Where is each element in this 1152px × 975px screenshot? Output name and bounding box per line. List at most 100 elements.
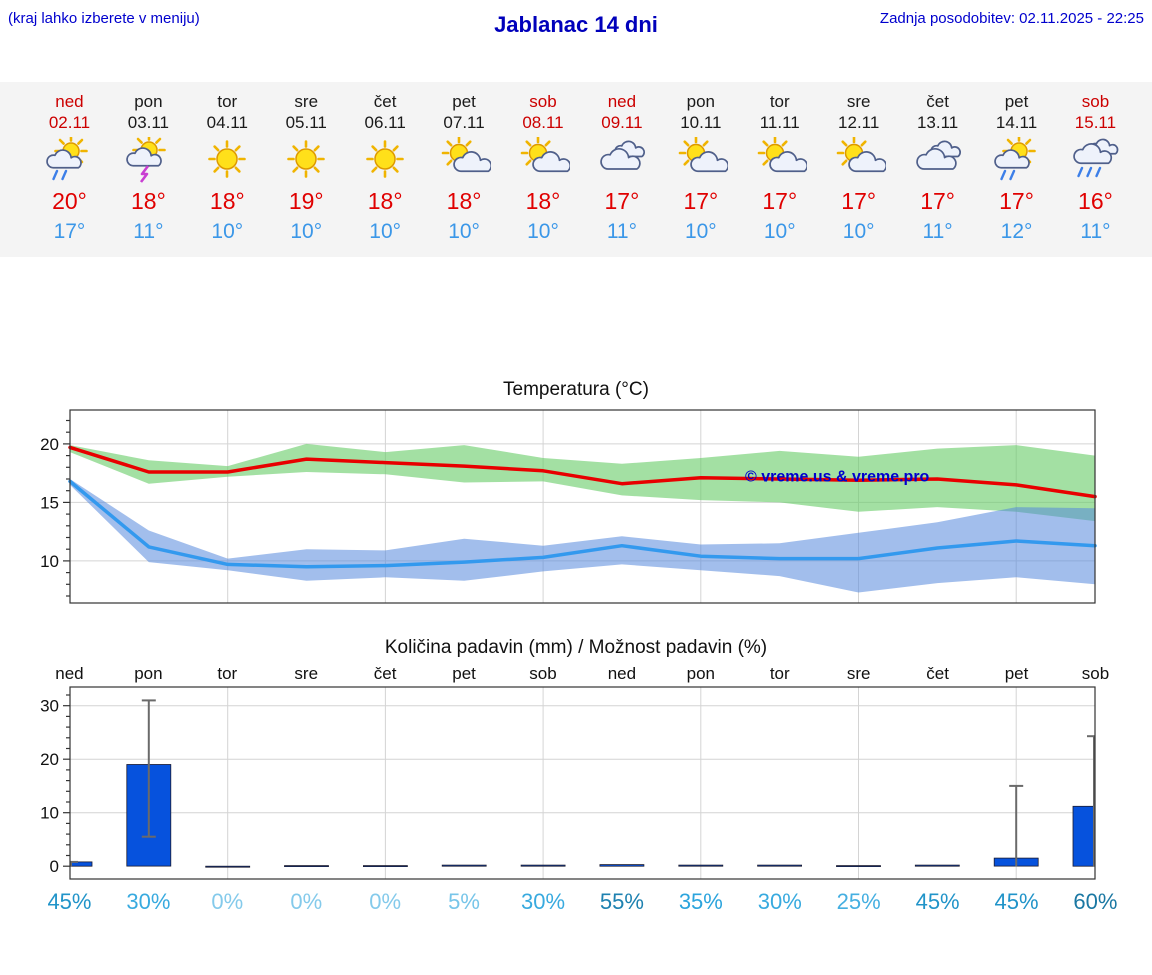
high-temp: 18° [130,188,166,214]
day-name: pon [134,92,163,111]
high-temp: 18° [209,188,245,214]
high-temp: 17° [762,188,798,214]
precip-day-label-5: pet [452,664,476,683]
forecast-day-1: pon 03.11 18° 11° [109,91,188,244]
precip-day-label-3: sre [294,664,319,683]
precip-day-label-13: sob [1081,664,1110,683]
low-temp: 10° [211,220,244,243]
menu-hint: (kraj lahko izberete v meniju) [8,10,200,27]
precip-probability-6: 30% [520,889,566,914]
precip-day-label-11: čet [926,664,949,683]
day-date: 07.11 [443,113,485,132]
low-temp: 11° [922,220,953,243]
watermark-link[interactable]: © vreme.us & vreme.pro [745,469,930,486]
line-max-temperature [68,445,1097,499]
y-tick-label: 30 [40,697,59,716]
precip-bar-5 [441,864,487,867]
low-temp: 11° [133,220,164,243]
precip-day-label-8: pon [686,664,716,683]
day-name: sob [1081,92,1110,111]
precip-probability-0: 45% [47,889,92,914]
precip-day-label-4: čet [373,664,397,683]
day-date: 02.11 [48,113,91,132]
precipitation-chart: 0 10 20 30 [40,686,1096,880]
forecast-day-6: sob 08.11 18° 10° [504,91,583,244]
precip-day-label-6: sob [529,664,557,683]
precip-bar-2 [205,865,251,868]
forecast-day-5: pet 07.11 18° 10° [425,91,504,244]
day-name: pet [452,92,476,111]
precipitation-probability-row: 45% 30% 0% 0% 0% 5% 30% 55% 35% 30% 25% 45% 45% 60% [30,889,1135,915]
low-temp: 12° [1000,220,1033,243]
low-temp: 11° [1080,220,1111,243]
day-date: 12.11 [838,113,880,132]
forecast-day-2: tor 04.11 18° 10° [188,91,267,244]
y-tick-label: 0 [50,857,59,876]
header: (kraj lahko izberete v meniju) Jablanac … [0,0,1152,56]
day-date: 10.11 [680,113,722,132]
day-date: 05.11 [285,113,327,132]
precip-bar-4 [362,865,408,868]
low-temp: 10° [290,220,323,243]
day-date: 15.11 [1074,113,1117,132]
temperature-chart-title: Temperatura (°C) [503,379,649,400]
day-name: tor [769,92,790,111]
precip-probability-2: 0% [211,889,244,914]
day-date: 08.11 [522,113,564,132]
day-date: 14.11 [995,113,1038,132]
weather-icon-sun-storm [126,137,167,183]
low-temp: 10° [763,220,796,243]
weather-icon-cloud [915,140,961,170]
precip-day-label-2: tor [217,664,238,683]
precip-day-label-9: tor [769,664,790,683]
day-name: sob [529,92,557,111]
y-tick-label: 15 [40,493,59,512]
low-temp: 10° [369,220,402,243]
forecast-day-0: ned 02.11 20° 17° [30,91,109,244]
forecast-day-10: sre 12.11 17° 10° [819,91,898,244]
low-temp: 10° [527,220,559,243]
high-temp: 17° [683,188,719,214]
low-temp: 10° [842,220,875,243]
day-name: sre [846,92,871,111]
precip-day-label-0: ned [55,664,84,683]
band-max-range [70,443,1095,522]
day-date: 11.11 [759,113,800,132]
high-temp: 18° [446,188,482,214]
high-temp: 17° [604,188,640,214]
precip-bar-13 [1072,805,1096,867]
weather-icon-sun-rain [46,137,89,181]
day-date: 04.11 [206,113,248,132]
precip-probability-5: 5% [448,889,480,914]
weather-icon-cloud [600,140,645,170]
high-temp: 19° [288,188,324,214]
weather-icon-sun-cloud [520,137,570,173]
forecast-day-11: čet 13.11 17° 11° [898,91,977,244]
precip-bar-8 [678,864,724,867]
low-temp: 10° [448,220,480,243]
day-name: čet [373,92,397,111]
high-temp: 17° [841,188,877,214]
day-date: 03.11 [127,113,170,132]
temperature-chart: © vreme.us & vreme.pro 10 15 20 [40,409,1097,604]
weather-icon-sun-cloud [836,137,886,173]
precip-bar-9 [757,864,802,867]
day-name: pon [686,92,716,111]
precip-day-label-10: sre [846,664,871,683]
high-temp: 17° [920,188,955,214]
weather-icon-sun-cloud [678,137,728,173]
low-temp: 11° [606,220,638,243]
weather-icon-sun [208,140,247,178]
precip-probability-11: 45% [915,889,960,914]
forecast-day-8: pon 10.11 17° 10° [661,91,740,244]
precip-probability-12: 45% [994,889,1039,914]
page-title: Jablanac 14 dni [494,12,658,37]
high-temp: 18° [367,188,403,214]
day-name: pet [1004,92,1029,111]
precip-probability-7: 55% [599,889,644,914]
forecast-day-12: pet 14.11 17° 12° [977,91,1056,244]
forecast-day-3: sre 05.11 19° 10° [267,91,346,244]
precip-bar-11 [914,864,960,867]
precip-probability-1: 30% [126,889,171,914]
precip-day-label-1: pon [134,664,163,683]
